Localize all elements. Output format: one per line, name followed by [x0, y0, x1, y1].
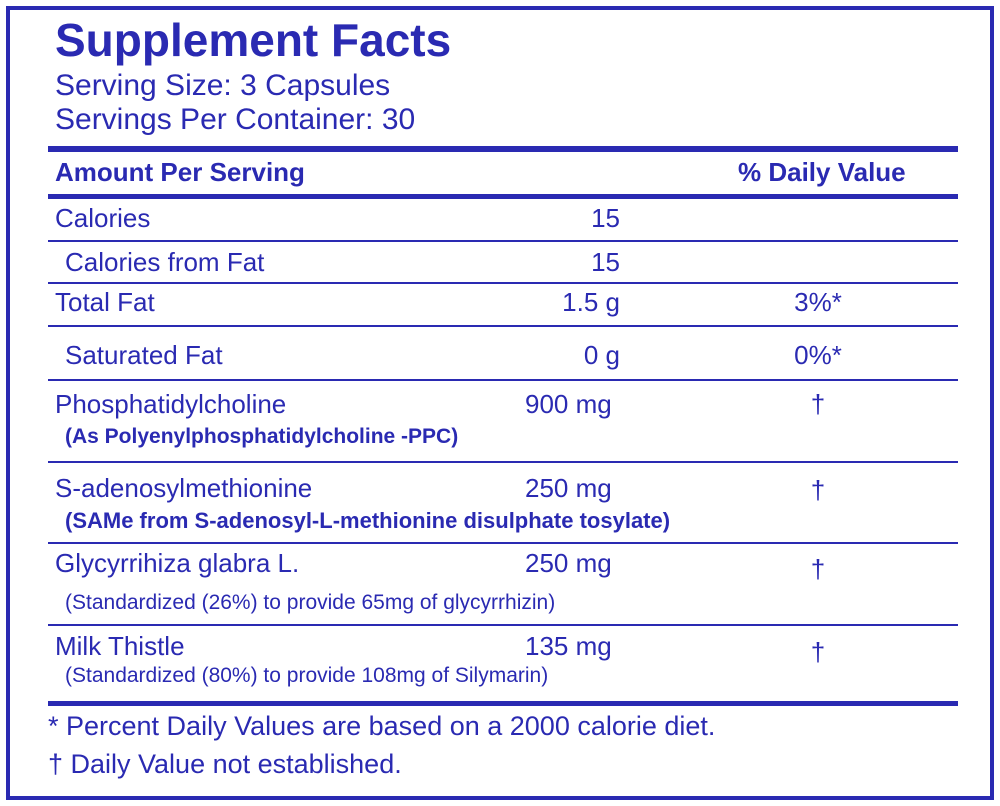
note: (As Polyenylphosphatidylcholine -PPC) [65, 425, 459, 448]
rule [48, 701, 958, 706]
amount: 0 g [583, 340, 620, 370]
serving-size: Serving Size: 3 Capsules [55, 69, 391, 102]
amount: 15 [591, 247, 620, 277]
amount: 1.5 g [562, 287, 620, 317]
column-header: Amount Per Serving [55, 157, 305, 187]
rule [48, 624, 958, 626]
amount: 900 mg [525, 389, 612, 419]
daily-value: † [810, 475, 826, 505]
nutrient: Saturated Fat [65, 340, 223, 370]
rule [48, 194, 958, 199]
servings-per-container: Servings Per Container: 30 [55, 103, 416, 136]
note: (Standardized (26%) to provide 65mg of g… [65, 591, 556, 614]
border [6, 6, 994, 800]
daily-value: † [810, 389, 826, 419]
amount: 250 mg [525, 548, 612, 578]
nutrient: Calories from Fat [65, 247, 265, 277]
nutrient: Calories [55, 203, 151, 233]
nutrient: Milk Thistle [55, 631, 185, 661]
note: (SAMe from S-adenosyl-L-methionine disul… [65, 508, 671, 533]
amount: 15 [591, 203, 620, 233]
footnote: * Percent Daily Values are based on a 20… [48, 711, 716, 741]
daily-value: † [810, 637, 826, 667]
rule [48, 240, 958, 242]
nutrient: Total Fat [55, 287, 155, 317]
column-header: % Daily Value [738, 157, 906, 187]
daily-value: † [810, 554, 826, 584]
nutrient: Phosphatidylcholine [55, 389, 287, 419]
daily-value: 0%* [794, 340, 842, 370]
footnote: † Daily Value not established. [48, 749, 402, 779]
title: Supplement Facts [55, 14, 452, 66]
amount: 135 mg [525, 631, 612, 661]
nutrient: S-adenosylmethionine [55, 473, 313, 503]
amount: 250 mg [525, 473, 612, 503]
rule [48, 379, 958, 381]
note: (Standardized (80%) to provide 108mg of … [65, 664, 549, 687]
rule [48, 325, 958, 327]
rule [48, 282, 958, 284]
rule [48, 542, 958, 544]
rule [48, 461, 958, 463]
daily-value: 3%* [794, 287, 842, 317]
rule [48, 146, 958, 152]
nutrient: Glycyrrihiza glabra L. [55, 548, 300, 578]
